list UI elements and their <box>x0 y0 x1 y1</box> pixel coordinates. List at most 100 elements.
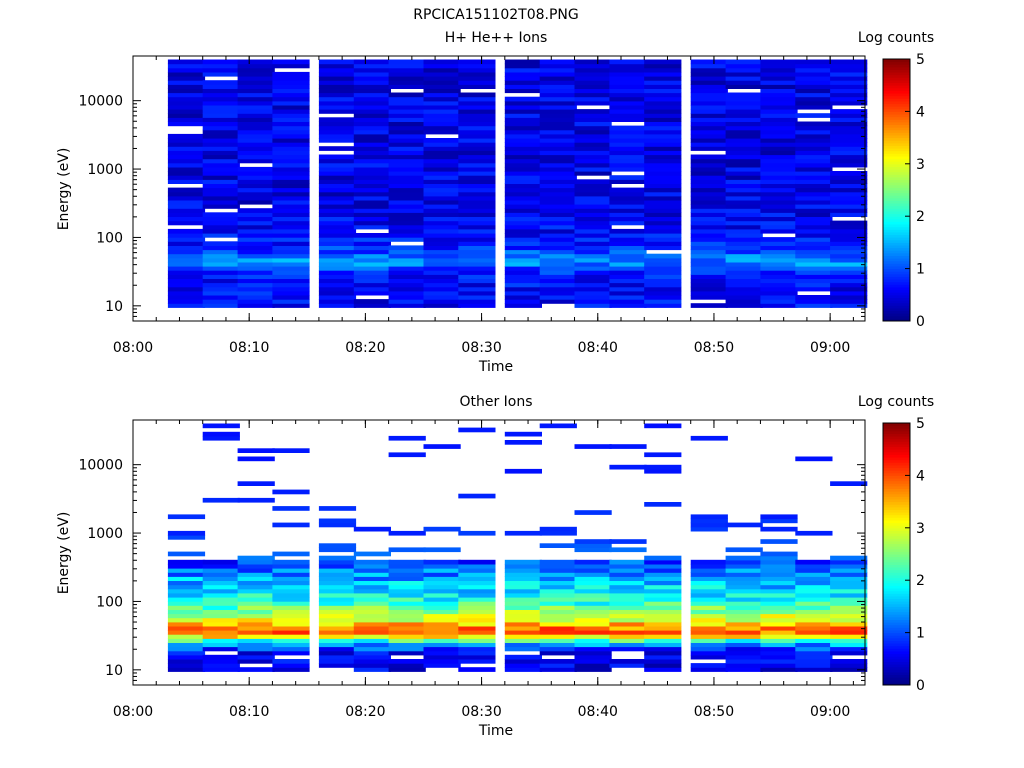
heatmap-cell <box>353 183 391 189</box>
colorbar-segment <box>883 595 910 600</box>
heatmap-cell <box>609 191 647 197</box>
heatmap-cell <box>539 253 577 259</box>
heatmap-cell <box>690 237 728 242</box>
heatmap-cell <box>609 138 647 143</box>
heatmap-cell <box>423 282 461 288</box>
heatmap-cell <box>539 245 577 251</box>
heatmap-cell <box>504 303 542 308</box>
heatmap-cell <box>539 113 577 118</box>
colorbar-segment <box>883 150 910 154</box>
heatmap-cell <box>690 187 728 193</box>
heatmap-cell <box>458 634 496 639</box>
heatmap-cell <box>237 625 275 631</box>
heatmap-cell <box>167 84 206 89</box>
colorbar-segment <box>883 87 910 91</box>
heatmap-cell <box>795 88 833 94</box>
colorbar-segment <box>883 438 910 442</box>
heatmap-cell <box>830 625 868 631</box>
heatmap-cell <box>830 96 868 102</box>
heatmap-cell <box>609 80 647 85</box>
heatmap-cell <box>795 530 833 536</box>
heatmap-cell <box>574 195 612 201</box>
heatmap-cell <box>318 166 357 172</box>
heatmap-cell <box>272 551 310 557</box>
heatmap-cell <box>202 59 240 65</box>
heatmap-cell <box>725 100 763 106</box>
heatmap-cell <box>574 100 612 106</box>
heatmap-cell <box>272 605 310 610</box>
colorbar-segment <box>883 674 910 678</box>
heatmap-cell <box>504 299 542 304</box>
heatmap-cell <box>644 266 682 271</box>
heatmap-cell <box>574 601 612 606</box>
colorbar-segment <box>883 205 910 209</box>
heatmap-cell <box>830 630 868 635</box>
heatmap-cell <box>644 621 682 627</box>
heatmap-cell <box>353 125 391 131</box>
heatmap-cell <box>574 510 612 515</box>
heatmap-cell <box>353 88 391 94</box>
heatmap-cell <box>690 146 728 151</box>
colorbar-segment <box>883 593 910 597</box>
heatmap-cell <box>202 290 240 296</box>
heatmap-cell <box>272 171 310 176</box>
heatmap-cell <box>644 609 682 615</box>
heatmap-cell <box>167 175 206 180</box>
heatmap-cell <box>423 605 461 610</box>
heatmap-cell <box>644 617 682 623</box>
heatmap-cell <box>574 650 612 656</box>
heatmap-cell <box>167 249 206 255</box>
heatmap-cell <box>609 216 647 222</box>
heatmap-cell <box>388 71 426 77</box>
heatmap-cell <box>539 88 577 94</box>
heatmap-cell <box>539 237 577 242</box>
heatmap-cell <box>690 270 728 275</box>
heatmap-cell <box>202 563 240 569</box>
heatmap-cell <box>690 580 728 586</box>
heatmap-cell <box>504 617 542 623</box>
heatmap-cell <box>237 199 275 205</box>
heatmap-cell <box>388 233 426 238</box>
heatmap-cell <box>795 605 833 610</box>
heatmap-cell <box>167 150 206 156</box>
colorbar-segment <box>883 493 910 497</box>
heatmap-cell <box>574 133 612 139</box>
heatmap-cell <box>318 568 357 573</box>
heatmap-cell <box>690 522 728 528</box>
heatmap-cell <box>725 597 763 602</box>
heatmap-cell <box>830 100 868 106</box>
heatmap-cell <box>458 580 496 586</box>
heatmap-cell <box>644 642 682 648</box>
heatmap-cell <box>830 212 868 217</box>
heatmap-cell <box>760 609 798 615</box>
heatmap-cell <box>504 266 542 271</box>
heatmap-cell <box>644 646 682 652</box>
heatmap-cell <box>760 88 798 94</box>
colorbar-segment <box>883 640 910 644</box>
heatmap-cell <box>725 71 763 77</box>
colorbar-segment <box>883 619 910 623</box>
heatmap-cell <box>539 96 577 102</box>
colorbar-segment <box>883 551 910 555</box>
colorbar-segment <box>883 637 910 641</box>
heatmap-cell <box>725 199 763 205</box>
heatmap-cell <box>574 166 612 172</box>
heatmap-cell <box>539 580 577 586</box>
colorbar-segment <box>883 155 910 160</box>
heatmap-cell <box>574 204 612 209</box>
heatmap-cell <box>644 630 682 635</box>
heatmap-cell <box>830 249 868 255</box>
heatmap-cell <box>725 175 763 180</box>
heatmap-cell <box>725 605 763 610</box>
heatmap-cell <box>272 245 310 251</box>
colorbar-segment <box>883 514 910 518</box>
heatmap-cell <box>504 530 542 536</box>
heatmap-cell <box>539 663 577 668</box>
heatmap-cell <box>318 646 357 652</box>
heatmap-cell <box>644 638 682 643</box>
heatmap-cell <box>830 650 868 656</box>
heatmap-cell <box>167 274 206 279</box>
heatmap-cell <box>353 551 391 557</box>
heatmap-cell <box>574 71 612 77</box>
heatmap-cell <box>458 597 496 602</box>
